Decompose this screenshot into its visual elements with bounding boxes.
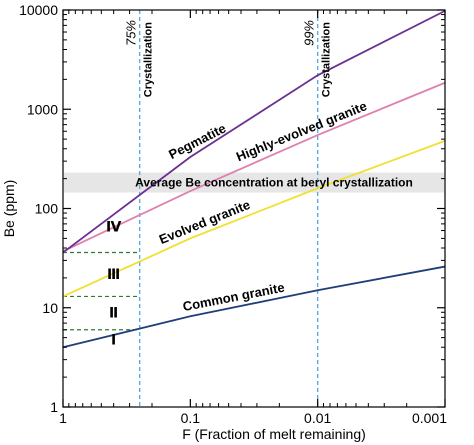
beryl-band (64, 172, 444, 193)
series-label-0: Common granite (182, 280, 286, 314)
y-tick-label-3: 1000 (27, 101, 58, 117)
x-tick-label-3: 0.001 (412, 410, 447, 426)
band-layer (64, 172, 444, 193)
y-tick-label-2: 100 (35, 201, 59, 217)
vertical-line-percent-1: 99% (302, 20, 317, 46)
series-line-0 (62, 265, 446, 349)
series-lines (62, 10, 446, 349)
series-line-1 (62, 140, 446, 298)
x-tick-label-1: 0.1 (181, 410, 201, 426)
axis-ticks: 1 10 100 1000 10000 1 0.1 0.01 0.001 (19, 2, 447, 426)
series-line-2 (62, 81, 446, 253)
x-tick-label-2: 0.01 (304, 410, 331, 426)
band-label: Average Be concentration at beryl crysta… (135, 176, 413, 190)
dashed-levels (63, 251, 140, 331)
y-axis-label: Be (ppm) (1, 180, 17, 238)
series-label-3: Pegmatite (166, 120, 228, 162)
y-tick-label-4: 10000 (19, 2, 58, 18)
roman-label-0: Ⅰ (111, 331, 116, 347)
series-line-3 (62, 10, 446, 254)
roman-label-3: Ⅳ (106, 218, 122, 234)
y-tick-label-0: 1 (50, 399, 58, 415)
roman-label-2: Ⅲ (107, 266, 120, 282)
series-label-1: Evolved granite (157, 197, 252, 247)
vertical-line-label-1: Crystallization (321, 22, 333, 97)
vertical-line-percent-0: 75% (124, 20, 139, 46)
x-tick-label-0: 1 (59, 410, 67, 426)
roman-label-1: Ⅱ (109, 304, 118, 320)
vertical-line-label-0: Crystallization (143, 22, 155, 97)
chart-labels: Average Be concentration at beryl crysta… (106, 20, 413, 347)
series-label-2: Highly-evolved granite (234, 98, 369, 164)
x-axis-label: F (Fraction of melt remaining) (182, 426, 366, 442)
y-tick-label-1: 10 (42, 300, 58, 316)
